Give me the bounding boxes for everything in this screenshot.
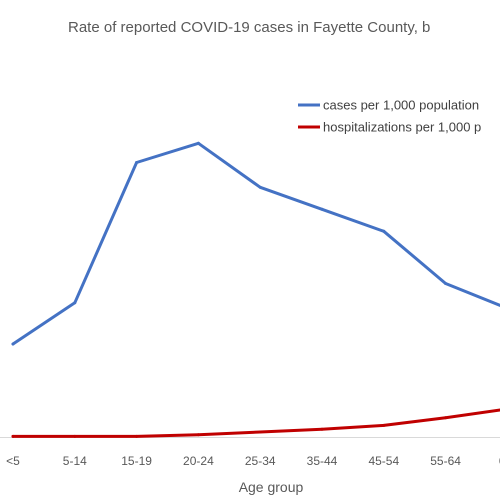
legend-label-2: hospitalizations per 1,000 p <box>323 120 481 135</box>
legend: cases per 1,000 population hospitalizatio… <box>298 98 481 135</box>
series-2-point <box>258 430 262 434</box>
series-1-point <box>320 207 324 211</box>
series-1-point <box>382 229 386 233</box>
series-2-point <box>444 416 448 420</box>
chart-title: Rate of reported COVID-19 cases in Fayet… <box>68 19 430 36</box>
series-1-point <box>135 161 139 164</box>
series-2-point <box>11 434 15 438</box>
series-1-point <box>444 282 448 285</box>
series-1-point <box>196 141 200 145</box>
series-1-point <box>11 342 15 346</box>
series-2-point <box>73 434 77 438</box>
x-tick-label: 25-34 <box>245 454 276 468</box>
series-2-point <box>135 434 139 438</box>
series-2-point <box>320 427 324 431</box>
x-tick-label: 5-14 <box>63 454 87 468</box>
series-2-point <box>382 423 386 427</box>
legend-label-1: cases per 1,000 population <box>323 98 479 113</box>
series-line-1 <box>11 141 500 346</box>
x-tick-label: 15-19 <box>121 454 152 468</box>
x-tick-label: 45-54 <box>368 454 399 468</box>
series-layer <box>11 141 500 438</box>
x-tick-label: 35-44 <box>307 454 338 468</box>
x-tick-label: <5 <box>6 454 20 468</box>
x-tick-label: 20-24 <box>183 454 214 468</box>
series-1-point <box>73 301 77 305</box>
x-axis-title: Age group <box>239 479 304 495</box>
x-tick-label: 55-64 <box>430 454 461 468</box>
series-2-point <box>196 433 200 437</box>
x-tick-label: 65- <box>499 454 500 468</box>
series-1-point <box>258 185 262 189</box>
x-tick-labels: <5 5-14 15-19 20-24 25-34 35-44 45-54 55-64 65- <box>6 454 500 468</box>
series-line-2 <box>11 408 500 438</box>
